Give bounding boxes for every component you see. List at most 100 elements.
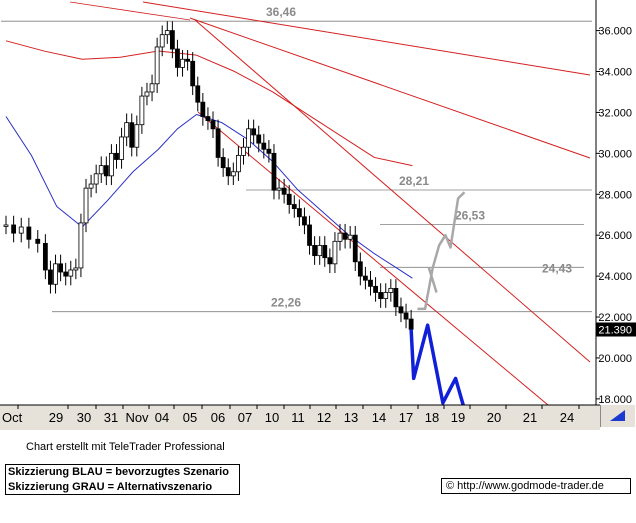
price-candle bbox=[327, 257, 333, 265]
price-candle bbox=[363, 275, 368, 281]
price-candle bbox=[205, 116, 211, 122]
scenario-blue-line bbox=[409, 323, 465, 406]
price-candle bbox=[53, 263, 58, 285]
x-tick-label: 30 bbox=[77, 410, 91, 425]
trend-line bbox=[69, 1, 191, 21]
price-candle bbox=[200, 101, 206, 117]
trend-channels bbox=[69, 1, 591, 406]
x-tick-label: Oct bbox=[2, 410, 23, 425]
price-candle bbox=[347, 234, 353, 240]
price-candles bbox=[3, 21, 414, 339]
price-candle bbox=[230, 171, 236, 177]
last-price-label: 21.390 bbox=[598, 325, 632, 337]
price-candle bbox=[58, 263, 64, 273]
price-candle bbox=[271, 152, 277, 191]
scenario-legend: Skizzierung BLAU = bevorzugtes Szenario … bbox=[5, 464, 240, 495]
price-candle bbox=[317, 245, 323, 257]
price-candle bbox=[195, 85, 201, 103]
price-candle bbox=[276, 187, 282, 191]
trend-line bbox=[189, 17, 591, 159]
y-tick-label: 32.000 bbox=[598, 107, 632, 119]
y-tick-label: 24.000 bbox=[598, 271, 632, 283]
price-candle bbox=[124, 122, 130, 138]
price-candle bbox=[35, 238, 41, 244]
price-candle bbox=[11, 224, 17, 234]
price-candle bbox=[337, 232, 343, 242]
scenario-gray-branch bbox=[427, 267, 438, 293]
x-tick-label: 24 bbox=[560, 410, 574, 425]
price-candle bbox=[286, 193, 292, 205]
x-tick-label: 19 bbox=[451, 410, 465, 425]
price-candle bbox=[383, 292, 389, 300]
price-candle bbox=[398, 306, 404, 314]
y-tick-label: 36.000 bbox=[598, 26, 632, 38]
x-axis-background bbox=[0, 405, 600, 430]
price-candle bbox=[378, 292, 384, 300]
price-candle bbox=[180, 58, 185, 68]
price-candle bbox=[68, 269, 74, 277]
price-candle bbox=[114, 152, 119, 160]
price-candle bbox=[403, 312, 409, 320]
price-candle bbox=[119, 136, 124, 160]
price-candle bbox=[215, 128, 221, 158]
price-candle bbox=[266, 148, 272, 154]
x-tick-label: Nov bbox=[125, 410, 149, 425]
chart-credit: Chart erstellt mit TeleTrader Profession… bbox=[26, 441, 225, 453]
price-candle bbox=[357, 261, 363, 277]
scenario-gray-line bbox=[417, 191, 466, 311]
price-candle bbox=[154, 46, 160, 85]
x-tick-label: 07 bbox=[238, 410, 252, 425]
price-candle bbox=[236, 154, 241, 173]
price-candle bbox=[164, 30, 170, 36]
x-tick-label: 17 bbox=[399, 410, 413, 425]
price-candle bbox=[98, 165, 104, 175]
price-candle bbox=[88, 183, 94, 189]
level-label: 28,21 bbox=[399, 174, 429, 188]
price-candle bbox=[139, 95, 145, 126]
price-candle bbox=[93, 173, 99, 185]
x-tick-label: 05 bbox=[183, 410, 197, 425]
x-axis: Oct 29 30 31 Nov 04 05 06 07 10 11 12 13 14 17 18 19 20 21… bbox=[0, 404, 600, 430]
price-candle bbox=[185, 58, 191, 62]
price-candle bbox=[342, 232, 348, 240]
price-candle bbox=[408, 318, 414, 330]
x-tick-label: 13 bbox=[344, 410, 358, 425]
price-candle bbox=[322, 245, 328, 259]
x-tick-label: 11 bbox=[291, 410, 305, 425]
level-label: 24,43 bbox=[542, 261, 572, 275]
x-tick-label: 29 bbox=[49, 410, 63, 425]
x-tick-label: 20 bbox=[487, 410, 501, 425]
price-chart: 36,46 28,21 26,53 24,43 22,26 36.000 34.000 32… bbox=[0, 0, 636, 430]
price-candle bbox=[63, 271, 69, 277]
price-candle bbox=[368, 279, 373, 287]
level-label: 22,26 bbox=[271, 296, 301, 310]
moving-average-red bbox=[5, 40, 413, 167]
price-candle bbox=[388, 287, 394, 293]
y-tick-label: 18.000 bbox=[598, 394, 632, 406]
y-tick-label: 20.000 bbox=[598, 353, 632, 365]
price-candle bbox=[373, 285, 378, 293]
x-tick-label: 14 bbox=[372, 410, 386, 425]
scenario-sketches bbox=[409, 191, 466, 406]
source-link[interactable]: © http://www.godmode-trader.de bbox=[441, 478, 631, 494]
x-tick-label: 06 bbox=[211, 410, 225, 425]
scroll-arrow-icon[interactable] bbox=[600, 405, 635, 427]
level-label: 26,53 bbox=[455, 208, 485, 222]
price-candle bbox=[149, 83, 155, 93]
price-candle bbox=[175, 48, 180, 68]
price-candle bbox=[103, 165, 109, 177]
price-candle bbox=[3, 224, 9, 227]
y-tick-label: 26.000 bbox=[598, 230, 632, 242]
y-tick-label: 34.000 bbox=[598, 67, 632, 79]
x-tick-label: 21 bbox=[523, 410, 537, 425]
x-tick-label: 18 bbox=[425, 410, 439, 425]
price-candle bbox=[48, 269, 53, 285]
trend-line bbox=[194, 19, 591, 363]
price-candle bbox=[210, 120, 216, 130]
trend-line bbox=[197, 111, 549, 406]
y-tick-label: 22.000 bbox=[598, 312, 632, 324]
price-candle bbox=[83, 187, 89, 224]
price-candle bbox=[291, 204, 297, 209]
price-candle bbox=[73, 267, 79, 271]
price-candle bbox=[296, 208, 302, 218]
